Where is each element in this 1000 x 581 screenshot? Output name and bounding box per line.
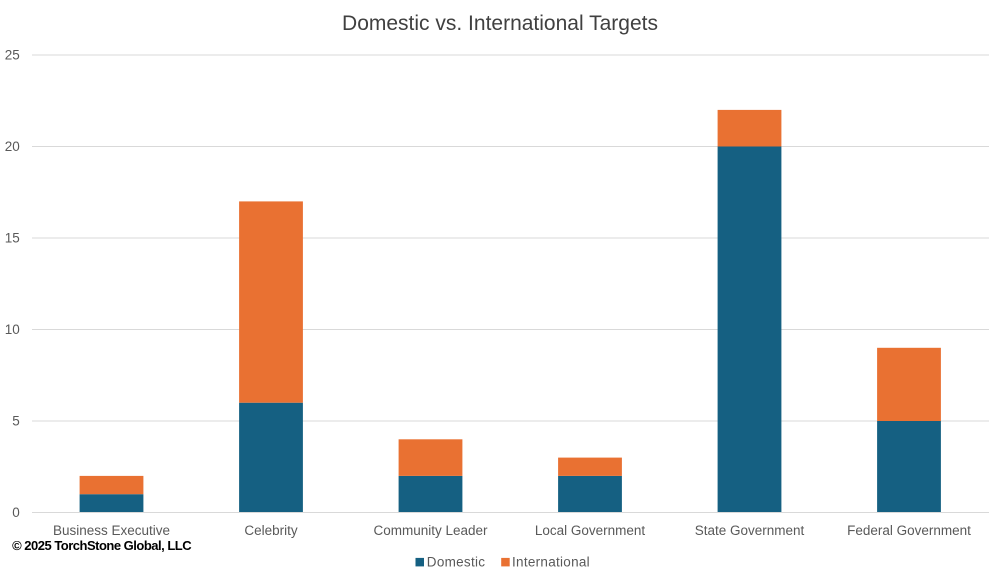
svg-text:0: 0 — [12, 505, 20, 520]
svg-text:10: 10 — [5, 322, 20, 337]
svg-text:Federal Government: Federal Government — [847, 523, 971, 538]
svg-text:International: International — [512, 555, 590, 570]
svg-text:Domestic: Domestic — [427, 555, 486, 570]
svg-text:Domestic vs. International Tar: Domestic vs. International Targets — [342, 12, 658, 35]
svg-text:Community Leader: Community Leader — [373, 523, 488, 538]
svg-text:5: 5 — [12, 414, 20, 429]
svg-text:© 2025 TorchStone Global, LLC: © 2025 TorchStone Global, LLC — [12, 538, 192, 553]
svg-text:20: 20 — [5, 139, 20, 154]
svg-text:15: 15 — [5, 231, 20, 246]
svg-text:Celebrity: Celebrity — [244, 523, 298, 538]
svg-text:Business Executive: Business Executive — [53, 523, 170, 538]
svg-text:25: 25 — [5, 48, 20, 63]
svg-text:Local Government: Local Government — [535, 523, 646, 538]
svg-text:State Government: State Government — [695, 523, 805, 538]
